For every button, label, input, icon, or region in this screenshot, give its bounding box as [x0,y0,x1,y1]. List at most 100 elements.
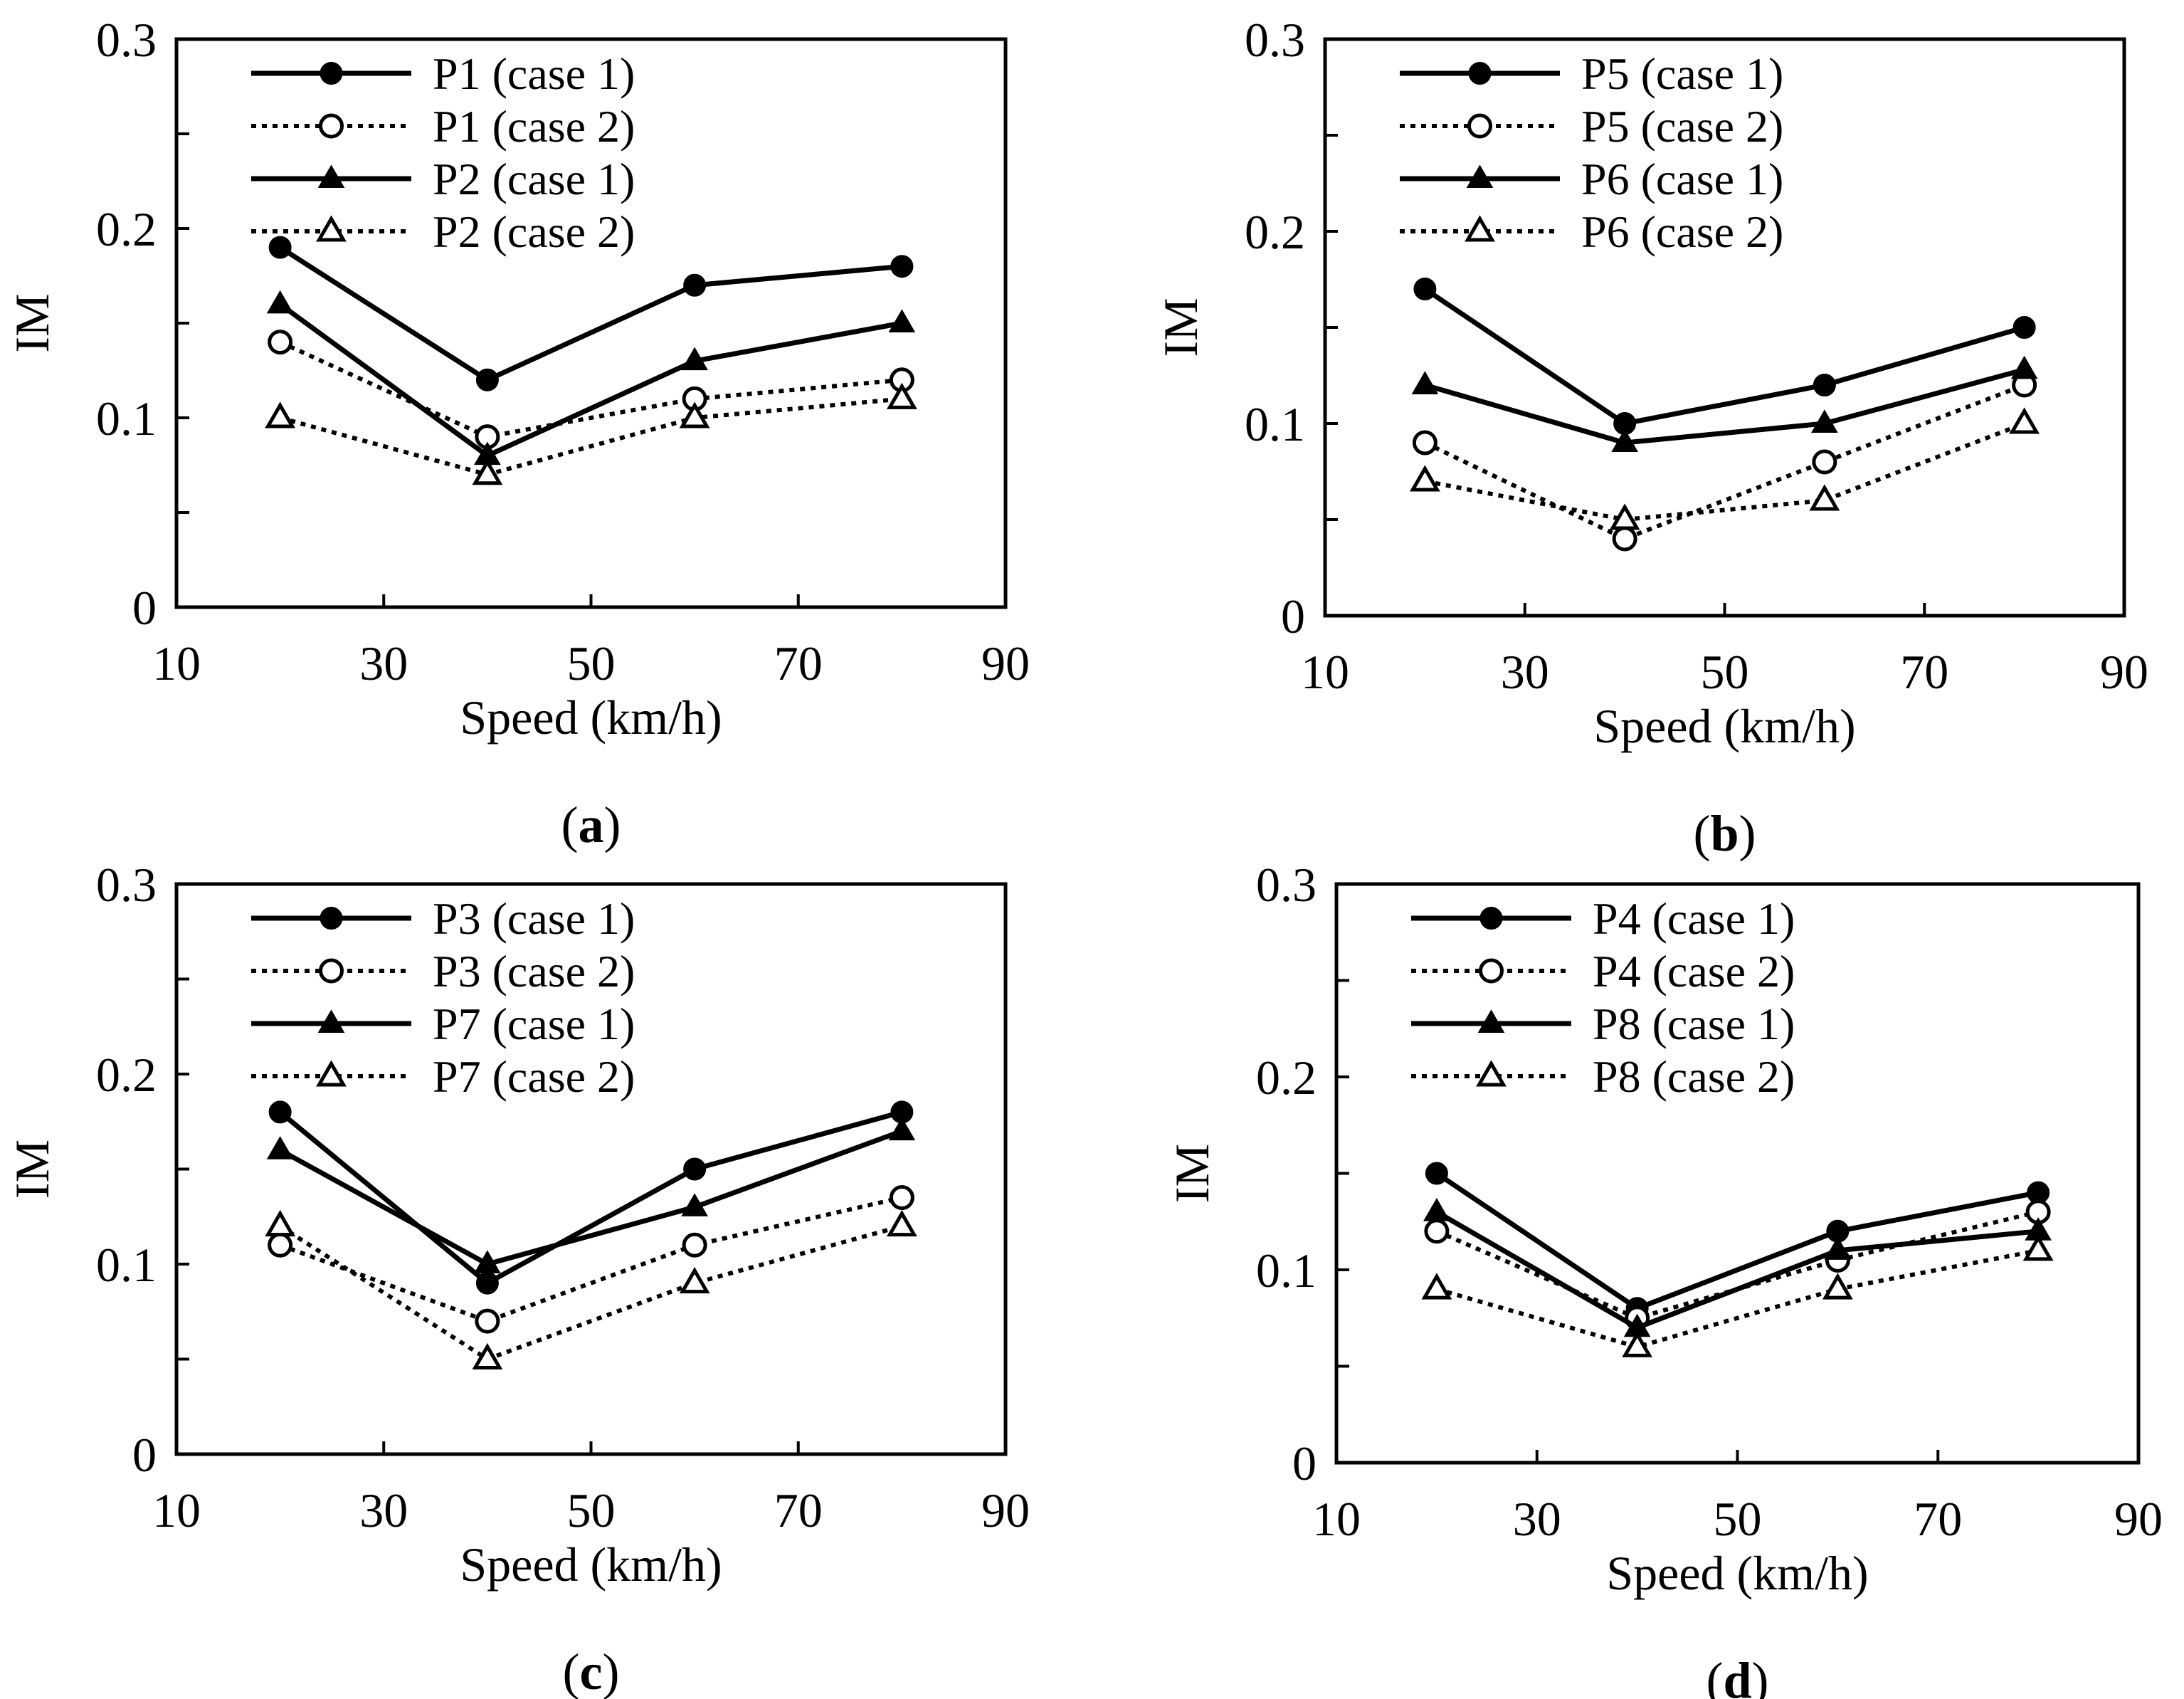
data-point [268,1232,293,1258]
legend-marker [1477,1009,1505,1033]
legend-label: P5 (case 2) [1581,101,1783,152]
legend-label: P3 (case 1) [433,893,635,944]
data-point [1622,1330,1653,1357]
data-point [1421,1273,1452,1300]
series-p5-case-1- [1413,278,2036,435]
panel-label: (b) [1693,805,1756,862]
x-tick-label: 70 [1914,1492,1962,1546]
series-p5-case-2- [1412,372,2037,552]
data-point [2022,1234,2054,1261]
legend-marker [320,62,343,85]
data-point [1822,1273,1853,1300]
series-p7-case-1- [266,1117,916,1273]
legend-label: P1 (case 2) [433,101,635,152]
legend-marker [1468,62,1492,85]
series-line [1435,1209,2039,1330]
y-tick-label: 0.1 [96,1238,157,1292]
legend: P3 (case 1)P3 (case 2)P7 (case 1)P7 (cas… [251,893,635,1102]
x-tick-label: 30 [359,1483,408,1537]
legend-marker [317,164,345,188]
y-tick-label: 0.2 [96,1048,157,1102]
data-point [475,1271,499,1295]
data-point [1609,503,1640,530]
y-tick-label: 0.3 [96,858,157,912]
legend-label: P6 (case 2) [1581,206,1783,257]
legend-label: P4 (case 1) [1593,893,1795,944]
series-p7-case-2- [265,1209,917,1369]
legend-marker [319,958,344,984]
legend-label: P2 (case 1) [433,154,635,204]
x-tick-label: 50 [1701,645,1749,699]
y-axis-title: IM [5,293,59,352]
data-point [1809,484,1840,511]
legend-label: P8 (case 1) [1593,999,1795,1049]
legend-marker [1467,113,1492,139]
legend-label: P3 (case 2) [433,946,635,996]
data-point [683,1157,707,1181]
data-point [265,401,296,428]
data-point [886,1209,917,1237]
series-line [278,302,903,458]
y-axis-title: IM [1165,1144,1219,1203]
data-point [1425,1162,1448,1185]
data-point [472,458,503,485]
legend-label: P7 (case 2) [433,1051,635,1102]
x-tick-label: 90 [981,1483,1030,1537]
x-tick-label: 90 [2100,645,2148,699]
data-point [268,330,293,355]
legend-marker [1465,215,1495,242]
chart-panel-b: 0 0.1 0.2 0.3 10 30 50 70 90 Speed (km/h) IM (b) P5 … [1154,13,2148,862]
x-tick-label: 70 [1900,645,1948,699]
panel-label: (d) [1706,1652,1768,1699]
legend-marker [320,907,343,930]
data-point [1811,409,1838,433]
data-point [681,1193,708,1216]
data-point [1813,374,1836,396]
y-tick-label: 0.1 [96,391,157,446]
x-axis-title: Speed (km/h) [460,1537,722,1592]
legend-label: P1 (case 1) [433,48,635,99]
legend-marker [316,215,347,242]
x-axis-title: Speed (km/h) [1593,699,1855,753]
data-point [475,368,499,391]
x-tick-label: 70 [774,636,823,690]
series-p2-case-2- [265,382,917,485]
x-tick-label: 10 [1312,1492,1361,1546]
data-point [682,1232,707,1258]
series-line [279,340,902,439]
data-point [2009,407,2040,434]
series-p3-case-1- [268,1100,914,1295]
x-tick-label: 10 [152,1483,201,1537]
y-tick-label: 0.1 [1245,397,1305,451]
x-tick-label: 30 [359,636,408,690]
legend-marker [316,1060,347,1087]
x-tick-label: 50 [1714,1492,1762,1546]
series-line [1423,287,2025,426]
legend-label: P2 (case 2) [433,206,635,257]
x-tick-label: 30 [1513,1492,1561,1546]
series-line [279,1224,903,1362]
legend-label: P5 (case 1) [1581,48,1783,99]
data-point [472,1342,503,1369]
series-p6-case-2- [1409,407,2040,530]
chart-panel-d: 0 0.1 0.2 0.3 10 30 50 70 90 Speed (km/h) IM (d) P4 … [1165,858,2163,1699]
data-point [268,236,292,259]
legend-marker [1479,958,1504,984]
data-point [886,382,917,409]
legend-marker [1466,164,1494,188]
series-line [1436,1248,2039,1350]
series-line [279,1195,903,1324]
x-tick-label: 90 [2114,1492,2163,1546]
data-point [268,1100,292,1124]
data-point [1824,1236,1852,1260]
data-point [679,1267,710,1294]
y-tick-label: 0 [132,1428,157,1482]
legend-marker [317,1009,345,1033]
series-p3-case-2- [268,1185,914,1334]
series-line [278,245,902,383]
data-point [1611,428,1638,452]
data-point [888,309,916,332]
y-tick-label: 0 [1292,1436,1317,1490]
panel-label: (c) [563,1643,620,1699]
